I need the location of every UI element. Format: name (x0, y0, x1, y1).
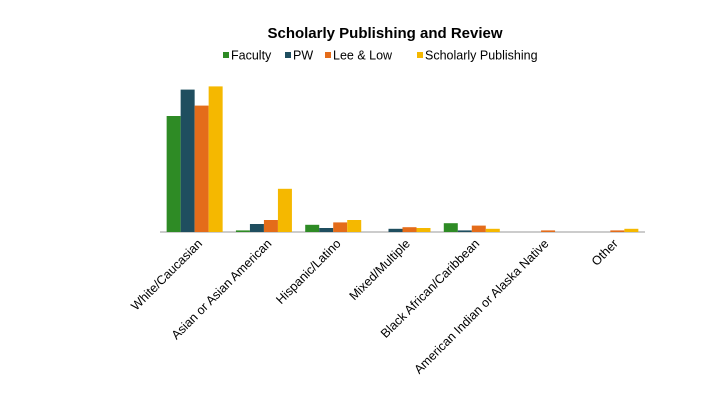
bar (305, 224, 320, 232)
bar (388, 228, 403, 232)
bar (610, 230, 625, 232)
bar (180, 89, 195, 232)
legend-swatch (325, 52, 331, 58)
bar (471, 225, 486, 232)
bar (249, 224, 264, 232)
bar (277, 188, 292, 232)
x-tick-label: Hispanic/Latino (273, 237, 343, 307)
bar (208, 86, 223, 233)
bar (235, 230, 250, 232)
bar (319, 228, 334, 232)
bar (347, 220, 362, 232)
legend-label: PW (293, 48, 313, 62)
bar (194, 105, 209, 232)
bar (541, 230, 556, 232)
bar (263, 220, 278, 232)
legend-swatch (223, 52, 229, 58)
bar (624, 228, 639, 232)
bar (485, 228, 500, 232)
x-tick-label: Other (589, 237, 621, 269)
x-tick-label: White/Caucasian (128, 237, 205, 314)
legend-label: Faculty (231, 48, 272, 62)
bar (333, 222, 348, 232)
bar (457, 230, 472, 232)
bar (166, 116, 181, 232)
chart-title: Scholarly Publishing and Review (267, 25, 502, 42)
bar (416, 228, 431, 232)
x-tick-label: American Indian or Alaska Native (411, 237, 551, 377)
legend-swatch (285, 52, 291, 58)
bar (402, 227, 417, 232)
legend-swatch (417, 52, 423, 58)
bar (443, 223, 458, 232)
x-tick-label: Mixed/Multiple (347, 237, 413, 303)
legend-label: Scholarly Publishing (425, 48, 538, 62)
legend-label: Lee & Low (333, 48, 393, 62)
